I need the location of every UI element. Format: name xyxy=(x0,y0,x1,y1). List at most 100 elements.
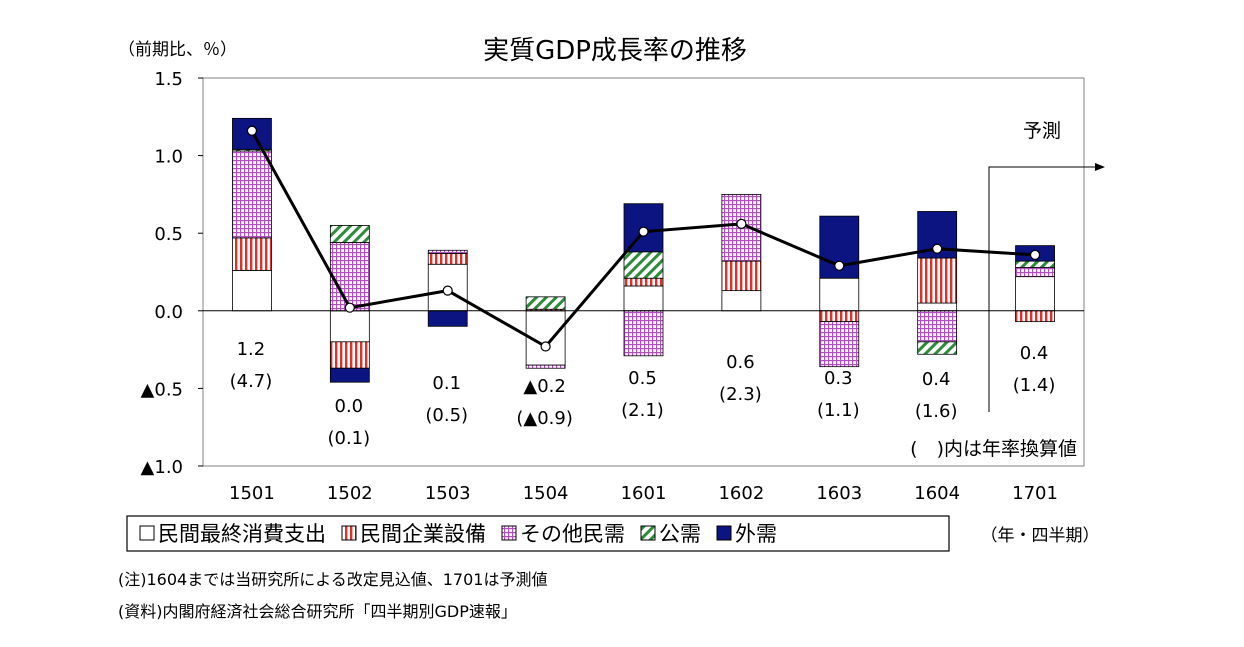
legend-swatch-business_investment xyxy=(341,525,357,541)
bar-other_private xyxy=(525,364,566,369)
x-tick-label: 1601 xyxy=(621,483,667,504)
bar-business_investment xyxy=(329,341,370,369)
data-label-value: 0.1 xyxy=(432,373,461,394)
data-labels-layer: 1.2 (4.7) 0.0 (0.1) 0.1 (0.5) ▲0.2 (▲0.9) 0.5 (2.… xyxy=(230,339,1056,449)
x-tick-label: 1504 xyxy=(523,483,569,504)
x-tick-label: 1604 xyxy=(914,483,960,504)
y-tick-label: ▲0.5 xyxy=(141,379,183,400)
x-tick-label: 1602 xyxy=(718,483,764,504)
legend-box xyxy=(126,515,950,552)
footnote: (注)1604までは当研究所による改定見込値、1701は予測値 xyxy=(118,570,548,589)
data-label-value: ▲0.2 xyxy=(523,376,565,397)
bar-public xyxy=(917,341,958,355)
data-label-annual: (▲0.9) xyxy=(516,408,573,429)
bars-layer xyxy=(232,117,1055,383)
total-point xyxy=(1029,249,1041,261)
data-label-annual: (1.1) xyxy=(817,400,860,421)
x-tick-label: 1501 xyxy=(229,483,275,504)
legend-label-other_private: その他民需 xyxy=(520,522,625,546)
data-label-annual: (2.1) xyxy=(621,400,664,421)
data-label-annual: (0.1) xyxy=(327,428,370,449)
bar-business_investment xyxy=(232,237,272,271)
y-tick-label: 1.5 xyxy=(154,69,183,90)
total-point xyxy=(540,341,551,352)
bar-business_investment xyxy=(917,257,958,304)
bar-business_investment xyxy=(1015,310,1055,323)
x-tick-label: 1502 xyxy=(327,483,373,504)
bar-private_consumption xyxy=(232,270,272,312)
bar-other_private xyxy=(232,150,272,239)
legend-swatch-private_consumption xyxy=(139,525,155,541)
legend-label-private_consumption: 民間最終消費支出 xyxy=(158,522,326,546)
data-label-value: 0.4 xyxy=(922,369,951,390)
bar-private_consumption xyxy=(1015,276,1055,312)
y-tick-label: 1.0 xyxy=(154,147,183,168)
bar-private_consumption xyxy=(917,302,958,312)
data-label-annual: (1.6) xyxy=(915,401,958,422)
bar-other_private xyxy=(917,310,958,343)
data-label-value: 0.5 xyxy=(628,368,657,389)
total-point xyxy=(736,218,747,229)
data-label-value: 0.6 xyxy=(726,352,755,373)
y-tick-label: ▲1.0 xyxy=(141,457,183,478)
x-axis: 1501 1502 1503 1504 1601 1602 1603 1604 1701 xyxy=(229,483,1058,504)
total-point xyxy=(442,285,453,296)
legend-swatch-public xyxy=(640,525,656,541)
total-point xyxy=(932,243,943,254)
bar-private_consumption xyxy=(819,277,860,312)
legend-label-public: 公需 xyxy=(659,522,701,546)
data-label-value: 0.3 xyxy=(824,368,853,389)
bar-public xyxy=(329,225,370,243)
y-axis-label: （前期比、％） xyxy=(118,40,237,60)
legend-label-business_investment: 民間企業設備 xyxy=(360,522,486,546)
total-line-layer xyxy=(246,125,1041,352)
bar-business_investment xyxy=(623,277,664,287)
data-label-annual: (4.7) xyxy=(230,371,273,392)
bar-public xyxy=(623,251,664,279)
data-label-value: 0.0 xyxy=(335,396,364,417)
x-tick-label: 1503 xyxy=(425,483,471,504)
data-label-annual: (1.4) xyxy=(1013,375,1056,396)
total-point xyxy=(638,226,649,237)
y-tick-label: 0.5 xyxy=(154,224,183,245)
y-axis: 1.5 1.0 0.5 0.0 ▲0.5 ▲1.0 xyxy=(141,69,203,478)
chart-title: 実質GDP成長率の推移 xyxy=(483,36,747,66)
total-point xyxy=(246,125,258,136)
bar-private_consumption xyxy=(721,290,762,312)
source-note: (資料)内閣府経済社会総合研究所「四半期別GDP速報」 xyxy=(118,602,517,621)
x-tick-label: 1701 xyxy=(1012,483,1058,504)
x-tick-label: 1603 xyxy=(816,483,862,504)
data-label-annual: (0.5) xyxy=(425,405,468,426)
bar-private_consumption xyxy=(623,285,664,312)
bar-other_private xyxy=(427,249,468,254)
bar-business_investment xyxy=(819,310,860,323)
annual-rate-note: ( )内は年率換算値 xyxy=(910,438,1077,460)
legend: 民間最終消費支出 民間企業設備 その他民需 公需 外需 xyxy=(139,522,777,546)
legend-label-external: 外需 xyxy=(735,522,777,546)
data-label-value: 1.2 xyxy=(237,339,266,360)
forecast-arrow xyxy=(988,163,1105,412)
bar-public xyxy=(1015,260,1055,268)
bar-public xyxy=(525,296,566,310)
bar-private_consumption xyxy=(329,310,370,343)
bar-other_private xyxy=(819,321,860,368)
data-label-value: 0.4 xyxy=(1020,343,1049,364)
total-point xyxy=(834,260,845,271)
bar-other_private xyxy=(1015,266,1055,278)
total-point xyxy=(344,302,355,313)
legend-swatch-external xyxy=(716,525,732,541)
bar-business_investment xyxy=(721,260,762,292)
bar-other_private xyxy=(329,242,370,312)
plot-frame xyxy=(202,77,1085,467)
data-label-annual: (2.3) xyxy=(719,384,762,405)
bar-business_investment xyxy=(427,252,468,265)
forecast-label: 予測 xyxy=(1023,120,1061,142)
bar-other_private xyxy=(623,310,664,357)
forecast-marker: 予測 xyxy=(988,120,1105,412)
bar-external xyxy=(329,367,370,383)
y-tick-label: 0.0 xyxy=(154,302,183,323)
x-axis-label: （年・四半期） xyxy=(981,526,1100,546)
legend-swatch-other_private xyxy=(501,525,517,541)
bar-external xyxy=(427,310,468,327)
